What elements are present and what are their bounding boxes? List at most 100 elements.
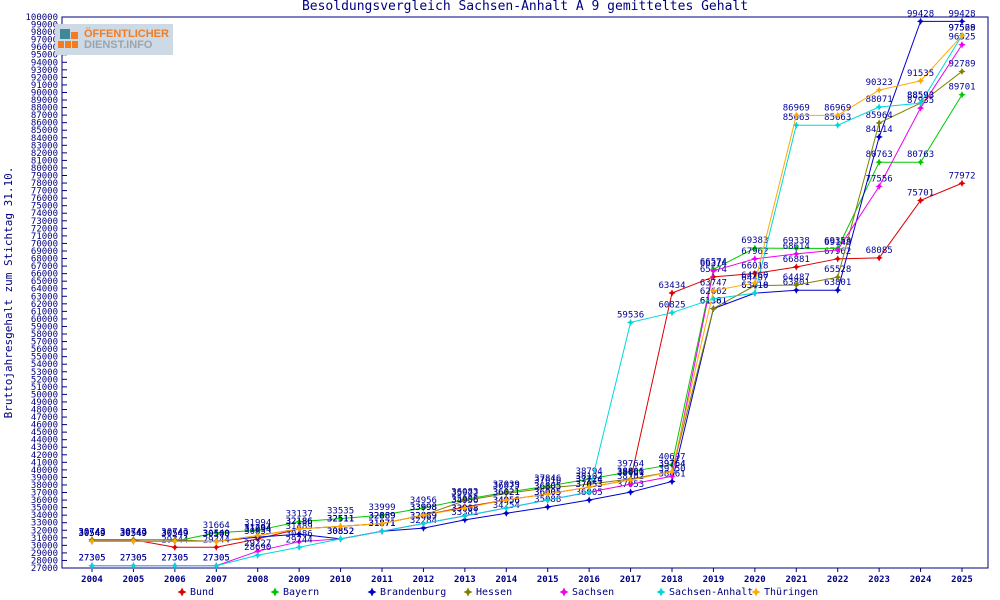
y-tick-label: 72000: [31, 224, 58, 234]
y-tick-label: 94000: [31, 58, 58, 68]
point-value-label: 39764: [658, 460, 685, 470]
data-point: [336, 522, 345, 531]
y-tick-label: 90000: [31, 88, 58, 98]
y-tick-label: 51000: [31, 383, 58, 393]
y-tick-label: 53000: [31, 368, 58, 378]
x-tick-label: 2024: [910, 575, 932, 585]
legend-marker-icon: [656, 587, 666, 597]
point-value-label: 37616: [534, 476, 561, 486]
point-value-label: 66374: [700, 259, 727, 269]
y-tick-label: 95000: [31, 51, 58, 61]
data-point: [916, 77, 925, 85]
point-value-label: 30549: [161, 529, 188, 539]
point-value-label: 31294: [244, 524, 271, 534]
legend-label: Brandenburg: [380, 587, 446, 598]
y-tick-label: 64000: [31, 285, 58, 295]
point-value-label: 77972: [948, 171, 975, 181]
series-bund: 3074330743297442974430853321863251132889…: [78, 171, 976, 551]
point-value-label: 32511: [327, 514, 354, 524]
point-value-label: 30743: [120, 528, 147, 538]
data-point: [916, 99, 925, 107]
point-value-label: 36021: [493, 488, 520, 498]
point-value-label: 80763: [866, 150, 893, 160]
data-point: [502, 504, 510, 512]
data-point: [958, 32, 966, 40]
x-tick-label: 2021: [785, 575, 807, 585]
point-value-label: 31094: [244, 525, 271, 535]
data-point: [709, 295, 718, 303]
data-point: [626, 476, 635, 484]
point-value-label: 27305: [78, 554, 105, 564]
x-tick-label: 2018: [661, 575, 683, 585]
data-point: [668, 309, 676, 317]
y-tick-label: 29000: [31, 549, 58, 559]
y-tick-label: 98000: [31, 28, 58, 38]
data-point: [544, 490, 552, 498]
data-point: [792, 121, 800, 129]
x-tick-label: 2016: [578, 575, 600, 585]
y-tick-label: 83000: [31, 141, 58, 151]
y-tick-label: 68000: [31, 255, 58, 265]
point-value-label: 33999: [368, 503, 395, 513]
point-value-label: 68085: [866, 246, 893, 256]
data-point: [916, 17, 925, 25]
point-value-label: 90323: [866, 78, 893, 88]
data-point: [875, 103, 883, 111]
data-point: [378, 527, 386, 535]
y-tick-label: 75000: [31, 202, 58, 212]
legend-marker-icon: [177, 587, 187, 597]
x-tick-label: 2019: [703, 575, 725, 585]
y-tick-label: 59000: [31, 322, 58, 332]
point-value-label: 34956: [410, 496, 437, 506]
point-value-label: 36805: [534, 482, 561, 492]
data-point: [958, 179, 966, 187]
point-value-label: 30743: [78, 528, 105, 538]
y-tick-label: 77000: [31, 187, 58, 197]
y-tick-label: 85000: [31, 126, 58, 136]
y-tick-label: 28000: [31, 556, 58, 566]
data-point: [792, 111, 800, 119]
point-value-label: 36875: [493, 481, 520, 491]
y-tick-label: 87000: [31, 111, 58, 121]
data-point: [544, 496, 552, 504]
legend-item-sachsen: Sachsen: [559, 587, 614, 598]
data-point: [461, 504, 469, 512]
y-tick-label: 78000: [31, 179, 58, 189]
point-value-label: 85964: [866, 111, 893, 121]
data-point: [834, 121, 842, 129]
data-point: [751, 255, 759, 263]
site-logo[interactable]: ÖFFENTLICHER DIENST.INFO: [55, 24, 173, 55]
x-tick-label: 2012: [413, 575, 435, 585]
point-value-label: 27305: [161, 554, 188, 564]
point-value-label: 84114: [866, 125, 893, 135]
point-value-label: 97528: [948, 24, 975, 34]
point-value-label: 69338: [783, 236, 810, 246]
data-point: [626, 468, 635, 476]
data-point: [875, 86, 883, 94]
point-value-label: 27305: [78, 554, 105, 564]
y-tick-label: 81000: [31, 156, 58, 166]
data-point: [875, 182, 883, 191]
y-tick-label: 27000: [31, 564, 58, 574]
y-tick-label: 74000: [31, 209, 58, 219]
legend-item-sachsen-anhalt: Sachsen-Anhalt: [656, 587, 753, 598]
data-point: [916, 158, 925, 166]
data-point: [419, 511, 428, 519]
point-value-label: 31994: [244, 518, 271, 528]
point-value-label: 66574: [700, 257, 727, 267]
y-tick-label: 32000: [31, 526, 58, 536]
y-tick-label: 70000: [31, 239, 58, 249]
data-point: [295, 518, 303, 526]
point-value-label: 38102: [576, 472, 603, 482]
y-tick-label: 49000: [31, 398, 58, 408]
point-value-label: 30549: [78, 529, 105, 539]
point-value-label: 37724: [576, 475, 603, 485]
data-point: [129, 562, 138, 570]
data-point: [585, 483, 593, 491]
x-tick-label: 2023: [868, 575, 890, 585]
point-value-label: 67962: [741, 247, 768, 257]
series-line: [92, 35, 963, 567]
point-value-label: 30549: [161, 529, 188, 539]
legend-item-brandenburg: Brandenburg: [367, 587, 446, 598]
data-point: [585, 475, 593, 483]
